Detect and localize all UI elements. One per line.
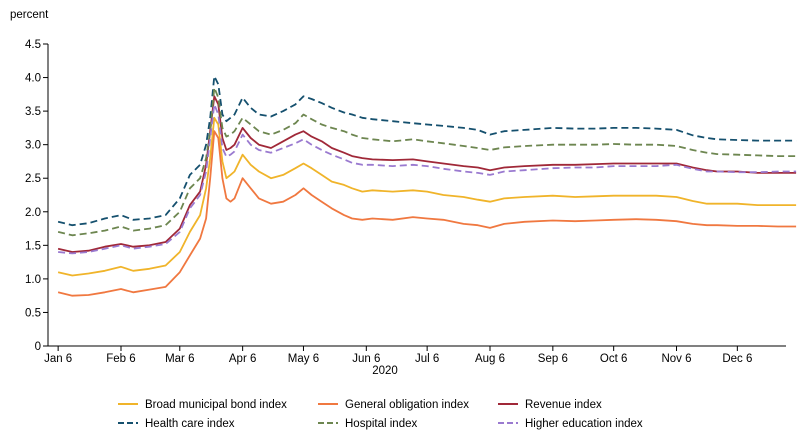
y-tick-label: 3.0 [25, 140, 41, 152]
y-tick-label: 1.0 [25, 274, 41, 286]
legend-label-higher-education-index: Higher education index [525, 418, 643, 430]
series-line-revenue-index [57, 95, 797, 253]
series-line-hospital-index [57, 86, 797, 237]
x-tick-label: Apr 6 [229, 353, 257, 365]
series-line-higher-education-index [58, 103, 797, 255]
legend-label-health-care-index: Health care index [145, 418, 235, 430]
series-line-broad-municipal-bond-index [57, 116, 797, 277]
x-tick-label: Jan 6 [44, 353, 72, 365]
x-axis-label: 2020 [372, 365, 398, 377]
x-axis: Jan 6 Feb 6 Mar 6 Apr 6 May 6 Jun 6 Jul 6 Aug 6… [44, 346, 752, 365]
axes [47, 44, 786, 347]
y-tick-label: 4.0 [25, 73, 41, 85]
x-tick-label: May 6 [288, 353, 319, 365]
y-tick-label: 3.5 [25, 106, 41, 118]
series-line-health-care-index [57, 75, 797, 227]
legend-label-hospital-index: Hospital index [345, 418, 417, 430]
y-axis: 0 0.5 1.0 1.5 2.0 2.5 3.0 3.5 4.0 4.5 [25, 39, 48, 353]
x-tick-label: Nov 6 [661, 353, 691, 365]
y-tick-label: 1.5 [25, 240, 41, 252]
x-tick-label: Aug 6 [475, 353, 505, 365]
x-tick-label: Oct 6 [600, 353, 627, 365]
y-tick-label: 0.5 [25, 307, 41, 319]
x-tick-label: Dec 6 [722, 353, 752, 365]
x-tick-label: Feb 6 [106, 353, 135, 365]
x-tick-label: Sep 6 [538, 353, 568, 365]
y-tick-label: 2.0 [25, 207, 41, 219]
series-line-general-obligation-index [57, 130, 797, 297]
series-group [57, 75, 797, 297]
x-tick-label: Mar 6 [165, 353, 194, 365]
legend: Broad municipal bond index General obliga… [118, 399, 643, 430]
y-axis-label: percent [10, 9, 49, 21]
x-tick-label: Jul 6 [415, 353, 439, 365]
x-tick-label: Jun 6 [352, 353, 380, 365]
y-tick-label: 4.5 [25, 39, 41, 51]
y-tick-label: 0 [35, 341, 41, 353]
y-tick-label: 2.5 [25, 173, 41, 185]
legend-label-broad-municipal-bond-index: Broad municipal bond index [145, 399, 287, 411]
legend-label-general-obligation-index: General obligation index [345, 399, 469, 411]
legend-label-revenue-index: Revenue index [525, 399, 602, 411]
